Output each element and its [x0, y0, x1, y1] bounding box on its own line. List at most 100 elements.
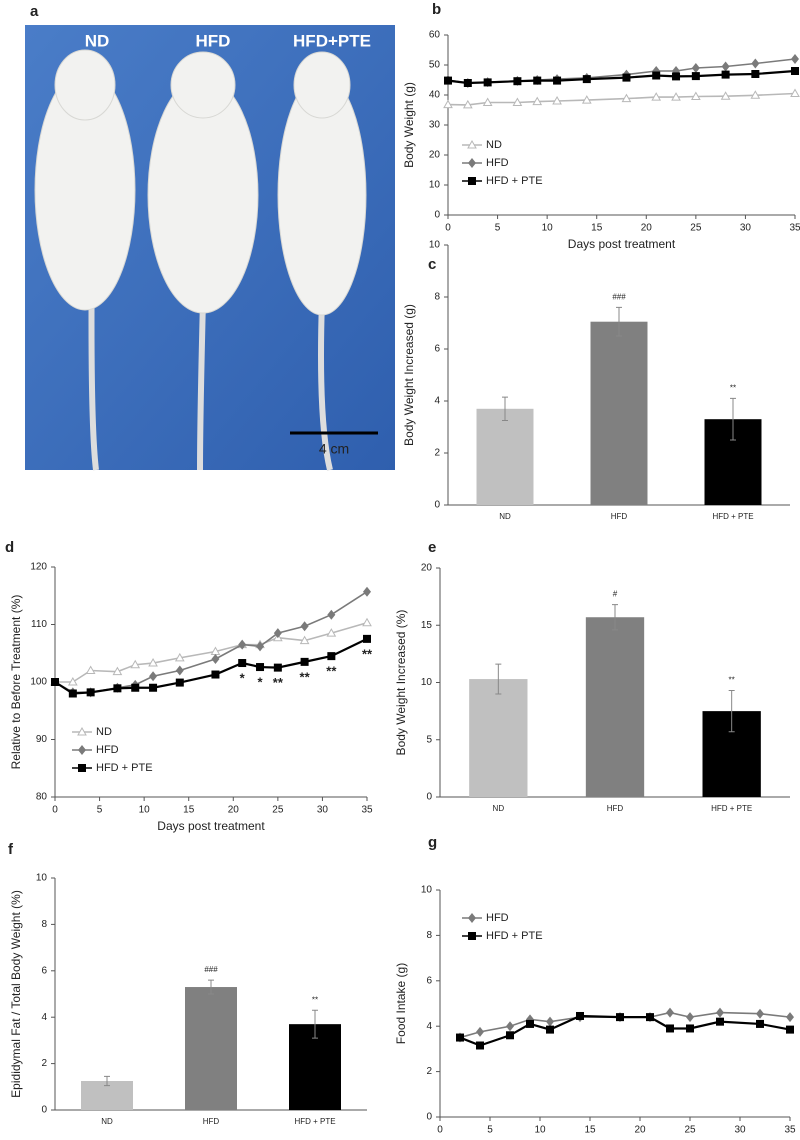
y-tick-label: 110 [31, 619, 47, 630]
y-tick-label: 40 [429, 90, 441, 101]
significance-label: ** [312, 995, 318, 1004]
legend-label: HFD [96, 744, 119, 756]
x-tick-label: 5 [495, 223, 501, 234]
marker [512, 97, 523, 106]
panel-label: a [30, 3, 39, 20]
legend-marker [78, 745, 86, 755]
legend-label: HFD + PTE [96, 762, 153, 774]
y-tick-label: 8 [41, 919, 47, 930]
panel-label: b [432, 1, 441, 18]
photo-label: HFD [196, 31, 231, 50]
marker [576, 1011, 584, 1020]
y-tick-label: 100 [30, 677, 47, 688]
x-tick-label: 15 [591, 223, 603, 234]
x-tick-label: 0 [445, 223, 451, 234]
panel-label: f [8, 841, 14, 858]
marker [476, 1026, 484, 1037]
marker [363, 586, 371, 597]
marker [211, 654, 220, 664]
error-bar [502, 396, 508, 421]
x-tick-label: 35 [784, 1125, 796, 1136]
series-line [447, 58, 796, 84]
error-bar [208, 979, 214, 995]
marker [148, 658, 158, 667]
marker [462, 99, 473, 109]
x-axis-label: Days post treatment [157, 819, 265, 833]
x-tick-label: 20 [641, 223, 653, 234]
x-tick-label: 0 [52, 805, 58, 816]
marker [716, 1007, 724, 1018]
marker [273, 628, 282, 639]
y-tick-label: 10 [429, 180, 441, 191]
y-tick-label: 120 [30, 562, 47, 573]
x-tick-label: 25 [272, 805, 284, 816]
legend-label: HFD [486, 157, 509, 169]
marker [112, 666, 123, 676]
photo-label: ND [85, 31, 110, 50]
legend-label: HFD + PTE [486, 930, 543, 942]
marker [67, 676, 78, 686]
marker [456, 1033, 464, 1042]
panel-label: d [5, 539, 14, 556]
marker [476, 1041, 484, 1050]
marker [672, 72, 681, 81]
bar [185, 987, 237, 1110]
y-tick-label: 2 [434, 448, 440, 459]
y-axis-label: Body Weight Increased (g) [402, 304, 416, 446]
legend-label: ND [486, 139, 502, 151]
series-line [54, 591, 368, 694]
y-axis-label: Relative to Before Treatment (%) [9, 595, 23, 770]
marker [691, 63, 700, 73]
marker [506, 1021, 514, 1032]
x-tick-label: 10 [139, 805, 151, 816]
y-axis-label: Epididymal Fat / Total Body Weight (%) [9, 890, 23, 1098]
mice [34, 49, 367, 471]
marker [327, 609, 336, 620]
y-tick-label: 6 [426, 975, 432, 986]
marker [582, 75, 591, 84]
marker [300, 621, 309, 632]
x-tick-label: 30 [734, 1125, 746, 1136]
error-bar [104, 1075, 110, 1087]
x-tick-label: 25 [684, 1125, 696, 1136]
significance-label: ** [730, 384, 736, 393]
marker [238, 639, 247, 650]
marker [532, 96, 543, 106]
error-bar [612, 604, 618, 631]
marker [720, 91, 731, 100]
marker [666, 1024, 674, 1033]
legend-label: HFD [486, 912, 509, 924]
marker [756, 1008, 764, 1019]
category-label: ND [493, 804, 505, 813]
error-bar [312, 1009, 318, 1039]
y-tick-label: 20 [429, 150, 441, 161]
x-tick-label: 35 [789, 223, 800, 234]
legend-marker [468, 158, 476, 168]
marker [175, 678, 184, 687]
marker [716, 1017, 724, 1026]
marker [363, 634, 371, 643]
x-tick-label: 30 [317, 805, 329, 816]
y-tick-label: 10 [421, 885, 433, 896]
marker [51, 678, 59, 686]
y-tick-label: 2 [426, 1066, 432, 1077]
x-tick-label: 25 [690, 223, 702, 234]
photo-label: HFD+PTE [293, 31, 371, 50]
y-tick-label: 50 [429, 60, 441, 71]
series-line [55, 622, 368, 683]
series-line [459, 1014, 791, 1047]
panel-label: c [428, 256, 436, 273]
y-tick-label: 0 [41, 1105, 47, 1116]
marker [546, 1025, 554, 1034]
y-tick-label: 2 [41, 1058, 47, 1069]
marker [751, 58, 760, 69]
legend-marker [468, 932, 476, 940]
significance-label: * [257, 674, 263, 689]
marker [326, 628, 337, 637]
marker [721, 70, 730, 79]
marker [751, 70, 760, 78]
x-tick-label: 5 [487, 1125, 493, 1136]
marker [85, 665, 96, 674]
marker [546, 1016, 554, 1027]
marker [690, 91, 701, 100]
